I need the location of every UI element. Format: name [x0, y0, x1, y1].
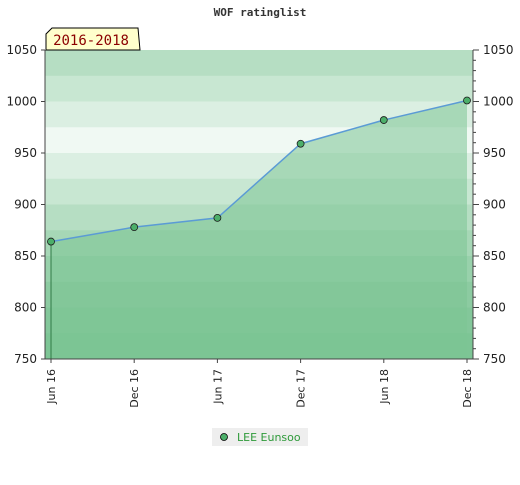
y-tick-label-right: 1000 [483, 95, 514, 109]
axes: 750 750 800 800 850 850 900 900 950 950 1000 1000 10… [6, 43, 513, 408]
points-layer [47, 96, 471, 246]
background-band [45, 50, 473, 77]
data-point [130, 223, 139, 232]
x-tick-label: Jun 16 [45, 369, 58, 405]
chart-title: WOF ratinglist [214, 6, 307, 19]
data-point [47, 237, 55, 246]
y-tick-label-left: 850 [14, 249, 37, 263]
period-badge: 2016-2018 [45, 27, 141, 51]
data-point [213, 213, 222, 222]
series-line [50, 99, 468, 243]
legend[interactable]: LEE Eunsoo [212, 428, 308, 446]
y-tick-label-left: 950 [14, 146, 37, 160]
data-point [379, 116, 388, 124]
legend-marker [220, 433, 228, 441]
y-tick-label-right: 800 [483, 301, 506, 315]
y-tick-label-right: 950 [483, 146, 506, 160]
x-tick-label: Dec 17 [295, 369, 308, 408]
y-tick-label-left: 800 [14, 301, 37, 315]
period-badge-shape [45, 27, 141, 51]
legend-box [212, 428, 308, 446]
y-tick-label-left: 750 [14, 352, 37, 366]
area-layer [50, 99, 468, 359]
y-tick-label-right: 1050 [483, 43, 514, 57]
data-point [296, 139, 305, 148]
y-tick-label-right: 900 [483, 198, 506, 212]
legend-label: LEE Eunsoo [237, 431, 301, 444]
period-badge-label: 2016-2018 [53, 33, 129, 49]
x-tick-label: Dec 18 [461, 369, 474, 408]
y-tick-label-right: 850 [483, 249, 506, 263]
x-tick-label: Dec 16 [128, 369, 141, 408]
x-tick-label: Jun 17 [211, 369, 224, 405]
series-area [51, 100, 467, 359]
y-tick-label-left: 1000 [6, 95, 37, 109]
y-tick-label-left: 1050 [6, 43, 37, 57]
y-tick-label-right: 750 [483, 352, 506, 366]
x-tick-label: Jun 18 [378, 369, 391, 405]
y-tick-label-left: 900 [14, 198, 37, 212]
background-band [45, 75, 473, 102]
data-point [463, 96, 471, 105]
